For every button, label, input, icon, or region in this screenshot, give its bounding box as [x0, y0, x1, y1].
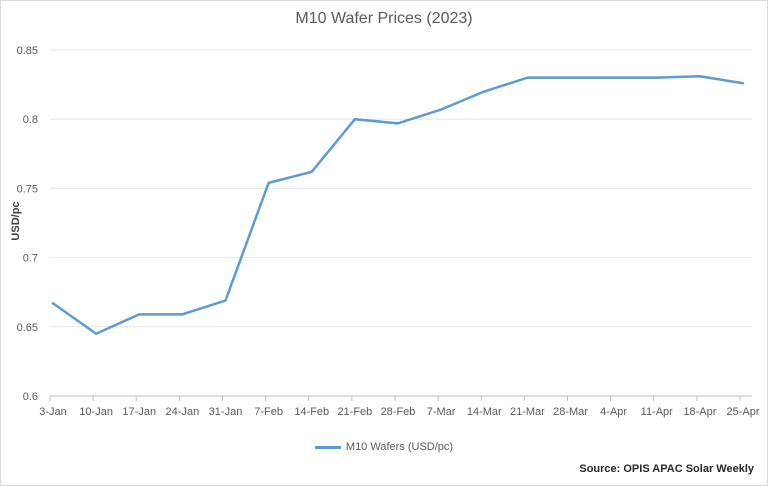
y-tick-label: 0.65 [17, 322, 38, 334]
x-tick-label: 31-Jan [209, 406, 243, 418]
x-tick-label: 28-Mar [553, 406, 588, 418]
x-tick-label: 14-Feb [294, 406, 329, 418]
legend-label: M10 Wafers (USD/pc) [345, 441, 454, 453]
x-tick-label: 21-Mar [510, 406, 545, 418]
y-tick-label: 0.85 [17, 45, 38, 57]
x-tick-label: 7-Feb [254, 406, 283, 418]
x-tick-label: 14-Mar [467, 406, 502, 418]
x-tick-label: 11-Apr [641, 406, 674, 418]
legend: M10 Wafers (USD/pc) [0, 441, 768, 453]
x-tick-label: 28-Feb [381, 406, 416, 418]
x-tick-label: 17-Jan [122, 406, 156, 418]
chart-title: M10 Wafer Prices (2023) [295, 10, 473, 27]
x-tick-label: 24-Jan [166, 406, 200, 418]
source-note: Source: OPIS APAC Solar Weekly [579, 463, 754, 475]
x-tick-label: 3-Jan [39, 406, 67, 418]
x-tick-label: 7-Mar [427, 406, 456, 418]
legend-swatch [314, 445, 341, 449]
y-tick-label: 0.6 [23, 391, 38, 403]
y-tick-label: 0.7 [23, 253, 38, 265]
y-tick-label: 0.75 [17, 183, 38, 195]
y-tick-label: 0.8 [23, 114, 38, 126]
x-tick-label: 25-Apr [726, 406, 759, 418]
x-tick-label: 10-Jan [79, 406, 113, 418]
series-line [51, 75, 745, 335]
x-tick-label: 21-Feb [337, 406, 372, 418]
x-tick-label: 4-Apr [600, 406, 627, 418]
x-tick-label: 18-Apr [683, 406, 716, 418]
